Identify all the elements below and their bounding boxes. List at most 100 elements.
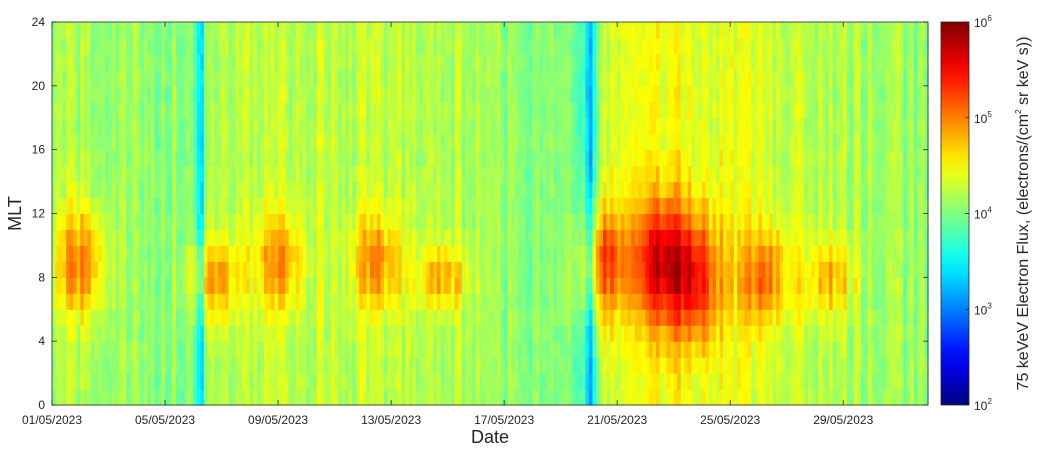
heatmap-cell <box>97 277 103 294</box>
heatmap-cell <box>712 53 717 71</box>
heatmap-cell <box>705 261 710 278</box>
heatmap-cell <box>366 213 371 231</box>
heatmap-cell <box>694 309 699 326</box>
heatmap-cell <box>157 389 163 406</box>
heatmap-cell <box>221 357 226 374</box>
heatmap-cell <box>592 261 597 278</box>
heatmap-cell <box>652 37 657 55</box>
heatmap-cell <box>239 341 244 358</box>
heatmap-cell <box>656 245 661 262</box>
heatmap-cell <box>772 22 777 39</box>
heatmap-cell <box>458 149 463 167</box>
heatmap-cell <box>362 69 367 87</box>
heatmap-cell <box>376 101 382 119</box>
heatmap-cell <box>542 245 548 262</box>
heatmap-cell <box>90 245 95 262</box>
heatmap-cell <box>546 293 551 310</box>
heatmap-cell <box>461 373 466 390</box>
heatmap-cell <box>62 261 67 278</box>
heatmap-cell <box>338 133 343 151</box>
heatmap-cell <box>475 245 480 262</box>
heatmap-cell <box>701 22 707 39</box>
heatmap-cell <box>723 229 728 247</box>
heatmap-cell <box>157 309 163 326</box>
heatmap-cell <box>384 85 389 103</box>
heatmap-cell <box>76 197 81 215</box>
heatmap-cell <box>221 181 226 199</box>
heatmap-cell <box>62 293 67 310</box>
heatmap-cell <box>309 101 314 119</box>
heatmap-cell <box>751 181 756 199</box>
heatmap-cell <box>447 133 452 151</box>
heatmap-cell <box>447 389 452 406</box>
heatmap-cell <box>387 101 392 119</box>
heatmap-cell <box>256 261 261 278</box>
heatmap-cell <box>493 165 498 183</box>
heatmap-cell <box>684 213 689 231</box>
heatmap-cell <box>292 341 297 358</box>
heatmap-cell <box>613 229 618 247</box>
heatmap-cell <box>603 245 608 262</box>
heatmap-cell <box>733 213 738 231</box>
heatmap-cell <box>691 101 696 119</box>
heatmap-cell <box>613 357 618 374</box>
heatmap-cell <box>196 261 201 278</box>
heatmap-cell <box>610 181 615 199</box>
heatmap-cell <box>175 293 180 310</box>
heatmap-cell <box>694 373 699 390</box>
heatmap-cell <box>465 261 470 278</box>
heatmap-cell <box>331 69 336 87</box>
heatmap-cell <box>292 325 297 342</box>
heatmap-cell <box>401 389 406 406</box>
heatmap-cell <box>687 357 692 374</box>
heatmap-cell <box>454 229 459 247</box>
heatmap-cell <box>179 69 184 87</box>
heatmap-cell <box>52 165 57 183</box>
heatmap-cell <box>345 165 350 183</box>
heatmap-cell <box>511 213 516 231</box>
heatmap-cell <box>267 373 272 390</box>
heatmap-cell <box>168 261 173 278</box>
heatmap-cell <box>288 149 293 167</box>
heatmap-cell <box>108 133 113 151</box>
heatmap-cell <box>772 229 777 247</box>
heatmap-cell <box>154 341 159 358</box>
heatmap-cell <box>313 22 318 39</box>
heatmap-cell <box>323 229 329 247</box>
heatmap-cell <box>521 293 526 310</box>
heatmap-cell <box>136 117 141 135</box>
heatmap-cell <box>465 277 470 294</box>
heatmap-cell <box>698 277 703 294</box>
heatmap-cell <box>221 261 226 278</box>
heatmap-cell <box>684 22 689 39</box>
heatmap-cell <box>606 181 611 199</box>
heatmap-cell <box>313 373 318 390</box>
heatmap-cell <box>292 293 297 310</box>
heatmap-cell <box>285 373 290 390</box>
heatmap-cell <box>380 22 385 39</box>
heatmap-cell <box>740 165 745 183</box>
heatmap-cell <box>101 53 106 71</box>
heatmap-cell <box>323 37 329 55</box>
heatmap-cell <box>380 309 385 326</box>
heatmap-cell <box>613 261 618 278</box>
heatmap-cell <box>323 117 329 135</box>
heatmap-cell <box>55 117 60 135</box>
heatmap-cell <box>659 373 664 390</box>
heatmap-cell <box>203 389 209 406</box>
heatmap-cell <box>260 309 265 326</box>
heatmap-cell <box>90 22 95 39</box>
heatmap-cell <box>454 133 459 151</box>
heatmap-cell <box>507 101 512 119</box>
heatmap-cell <box>465 22 470 39</box>
heatmap-cell <box>203 261 209 278</box>
heatmap-cell <box>207 197 212 215</box>
heatmap-cell <box>504 325 509 342</box>
heatmap-cell <box>313 101 318 119</box>
heatmap-cell <box>189 69 194 87</box>
heatmap-cell <box>691 261 696 278</box>
heatmap-cell <box>338 293 343 310</box>
heatmap-cell <box>203 165 209 183</box>
heatmap-cell <box>327 101 332 119</box>
heatmap-cell <box>557 85 562 103</box>
